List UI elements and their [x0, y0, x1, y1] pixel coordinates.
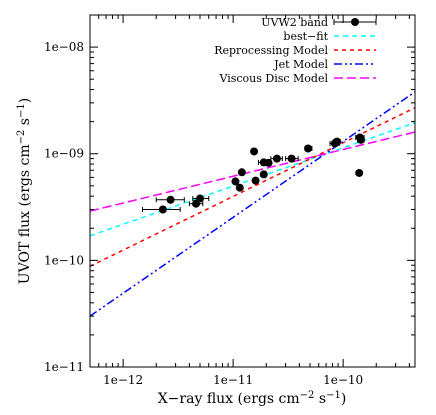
y-tick-label: 1e−10	[44, 253, 84, 267]
y-tick-label: 1e−11	[44, 360, 84, 374]
data-point	[259, 170, 268, 179]
data-point	[237, 168, 246, 177]
legend-swatch-marker	[351, 18, 359, 26]
data-point	[355, 168, 364, 177]
legend-label: Viscous Disc Model	[218, 72, 328, 85]
data-point	[356, 135, 365, 144]
plot-frame	[89, 14, 416, 368]
data-point	[304, 144, 313, 153]
data-point	[272, 154, 281, 163]
reprocessing-model-line	[90, 107, 415, 267]
data-point	[235, 183, 244, 192]
data-point	[166, 195, 175, 204]
legend-label: Reprocessing Model	[214, 44, 328, 57]
data-point	[264, 158, 273, 167]
y-axis-title: UVOT flux (ergs cm−2 s−1)	[16, 98, 33, 284]
viscous-disc-model-line	[90, 131, 415, 212]
legend-label: UVW2 band	[261, 16, 328, 29]
y-tick-label: 1e−09	[44, 147, 84, 161]
jet-model-line	[90, 91, 415, 317]
axis-ticks: 1e−12 1e−11 1e−10 1e−08 1e−09 1e−10 1e−11	[44, 14, 415, 387]
data-point	[231, 177, 240, 186]
x-tick-label: 1e−10	[323, 373, 363, 387]
legend-label: Jet Model	[273, 58, 328, 71]
data-point	[196, 194, 205, 203]
data-point	[158, 205, 167, 214]
data-point	[333, 137, 342, 146]
x-axis-title: X−ray flux (ergs cm−2 s−1)	[158, 390, 347, 407]
data-point	[287, 154, 296, 163]
y-tick-label: 1e−08	[44, 40, 84, 54]
legend-label: best−fit	[283, 30, 328, 43]
model-lines	[90, 91, 415, 317]
data-point	[250, 147, 259, 156]
x-tick-label: 1e−12	[103, 373, 143, 387]
x-tick-label: 1e−11	[213, 373, 253, 387]
data-points	[141, 133, 365, 214]
data-point	[251, 176, 260, 185]
